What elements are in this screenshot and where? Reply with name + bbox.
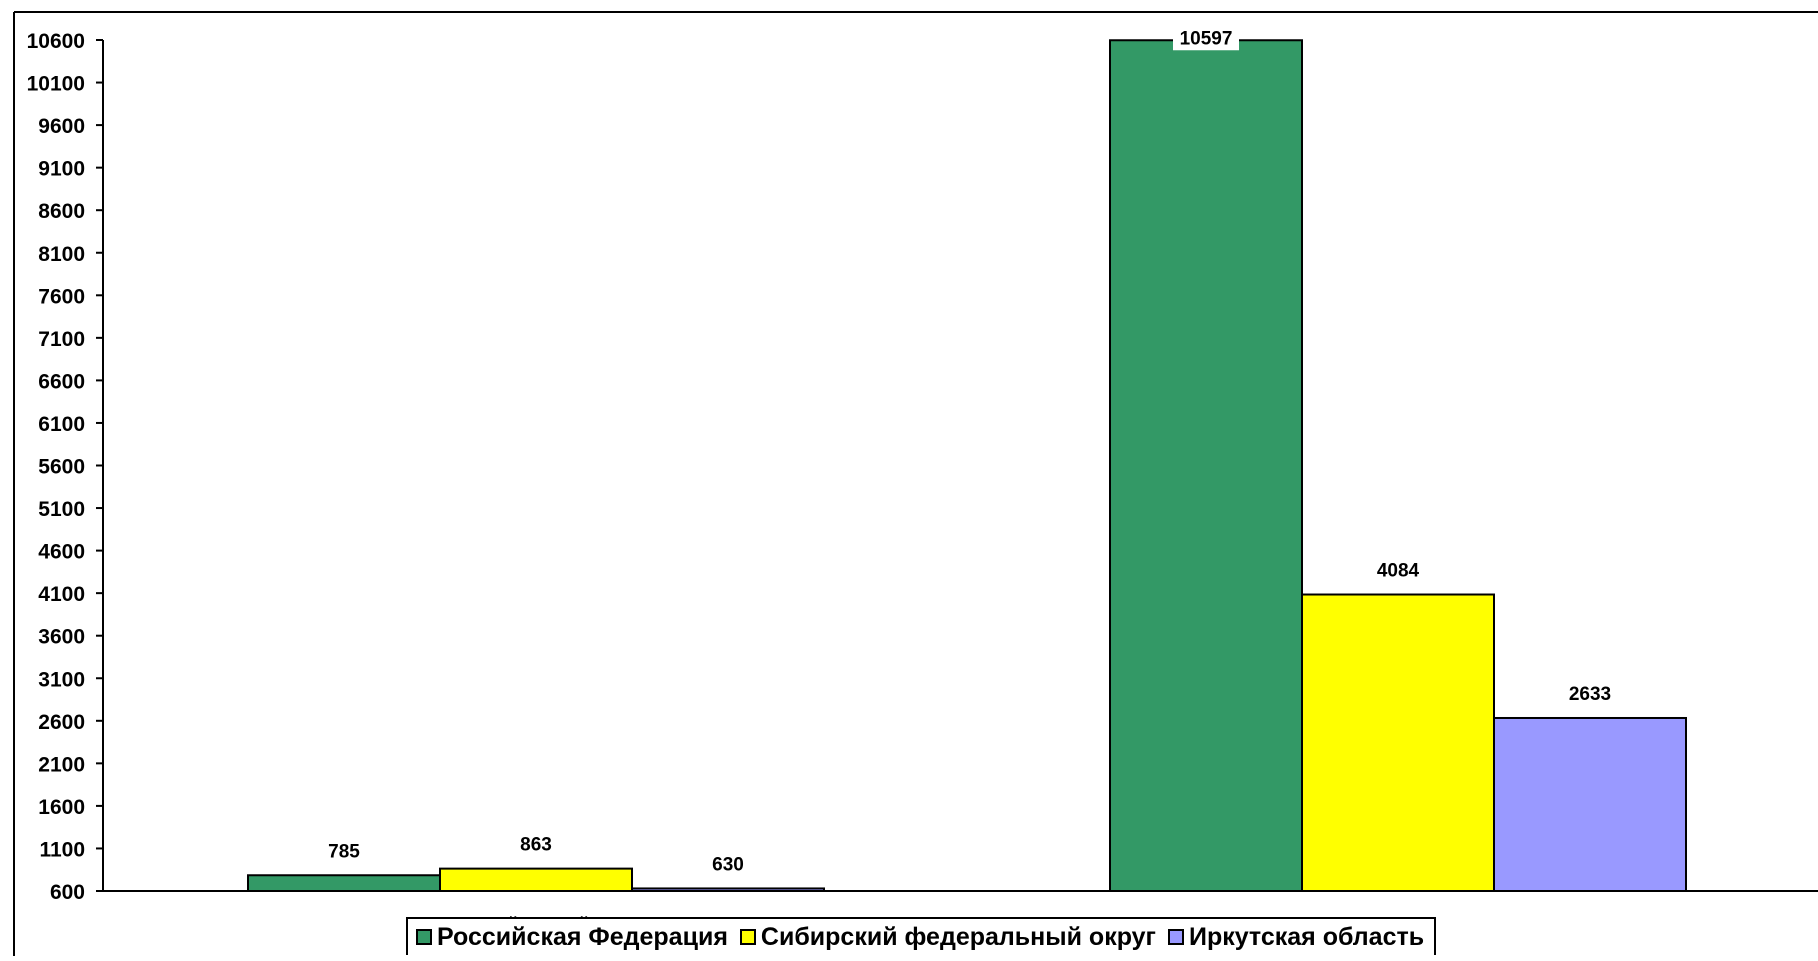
- y-tick-label: 2100: [38, 753, 85, 776]
- legend-swatch-series-1: [739, 929, 756, 945]
- legend-item-series-0: Российская Федерация: [416, 923, 728, 952]
- y-tick-label: 2600: [38, 711, 85, 734]
- legend-swatch-series-2: [1167, 929, 1184, 945]
- y-tick-label: 8600: [38, 200, 85, 223]
- legend-item-series-2: Иркутская область: [1167, 922, 1425, 952]
- y-tick-label: 1600: [38, 796, 85, 819]
- y-tick-label: 5100: [38, 498, 85, 521]
- y-tick-label: 600: [50, 881, 85, 904]
- bar-0-0: [247, 874, 441, 892]
- y-tick-label: 10100: [27, 73, 85, 96]
- bar-0-1: [1109, 39, 1303, 892]
- y-tick-label: 7100: [38, 328, 85, 351]
- bar-1-0: [439, 867, 633, 893]
- legend-label-series-1: Сибирский федеральный округ: [760, 922, 1156, 951]
- y-tick-label: 9600: [38, 115, 85, 138]
- legend-swatch-series-0: [416, 929, 432, 945]
- data-label-1-1: 4084: [1377, 561, 1420, 582]
- data-label-1-0: 863: [520, 835, 552, 856]
- data-label-0-1: 10597: [1180, 28, 1233, 49]
- y-tick-label: 6600: [38, 370, 85, 393]
- legend-label-series-0: Российская Федерация: [437, 922, 728, 951]
- data-label-0-0: 785: [328, 841, 360, 862]
- y-tick-label: 4100: [38, 583, 85, 606]
- legend: Российская Федерация Сибирский федеральн…: [406, 917, 1437, 955]
- legend-label-series-2: Иркутская область: [1188, 922, 1425, 951]
- y-tick-label: 7600: [38, 285, 85, 308]
- y-tick-label: 4600: [38, 541, 85, 564]
- bar-2-1: [1493, 716, 1687, 892]
- y-tick-label: 9100: [38, 158, 85, 181]
- data-label-2-0: 630: [712, 854, 744, 875]
- data-label-bg: [1173, 24, 1239, 51]
- bar-1-1: [1301, 593, 1495, 892]
- y-tick-label: 3100: [38, 668, 85, 691]
- bar-2-0: [631, 887, 825, 893]
- legend-item-series-1: Сибирский федеральный округ: [739, 922, 1156, 952]
- data-label-2-1: 2633: [1569, 684, 1611, 705]
- y-tick-label: 10600: [27, 30, 85, 53]
- y-tick-label: 3600: [38, 626, 85, 649]
- y-tick-label: 5600: [38, 456, 85, 479]
- y-tick-label: 8100: [38, 243, 85, 266]
- y-tick-label: 6100: [38, 413, 85, 436]
- y-tick-label: 1100: [39, 838, 85, 861]
